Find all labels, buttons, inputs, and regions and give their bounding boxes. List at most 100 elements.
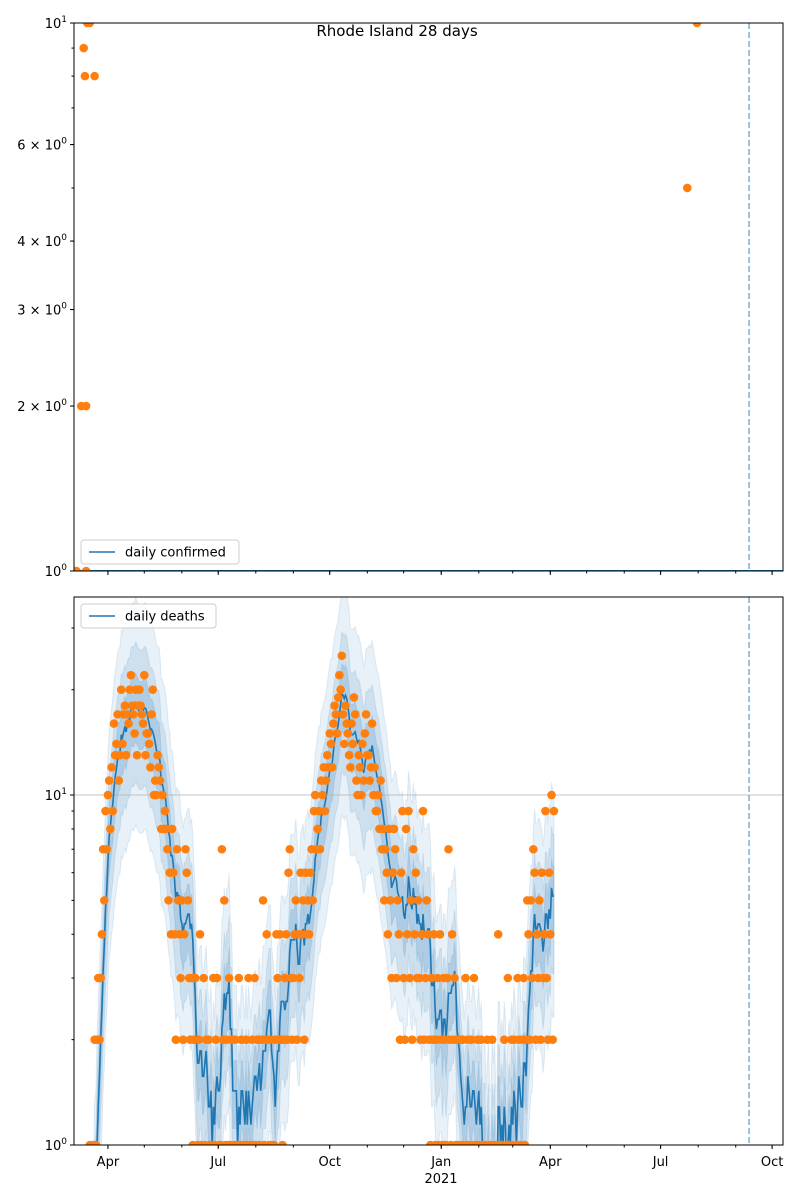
death-point — [167, 824, 177, 834]
y-tick-label: 101 — [45, 787, 67, 804]
death-point — [190, 973, 200, 983]
confirmed-point — [80, 71, 90, 81]
death-point — [284, 868, 293, 877]
death-point — [539, 929, 549, 939]
death-point — [178, 1035, 188, 1044]
death-point — [295, 973, 304, 983]
death-point — [513, 973, 522, 983]
confirmed-point — [81, 401, 91, 411]
death-point — [383, 929, 393, 939]
death-point — [535, 896, 544, 905]
death-point — [499, 1035, 509, 1044]
death-point — [546, 929, 555, 939]
death-point — [461, 973, 470, 983]
death-point — [304, 929, 314, 939]
death-point — [413, 896, 423, 905]
death-point — [337, 651, 347, 661]
death-point — [406, 896, 416, 905]
death-point — [314, 806, 324, 816]
death-point — [250, 973, 259, 983]
death-point — [525, 1035, 534, 1044]
death-point — [99, 896, 109, 905]
death-point — [280, 973, 290, 983]
death-point — [442, 973, 452, 983]
death-point — [172, 844, 182, 854]
death-point — [129, 710, 138, 719]
death-point — [372, 806, 382, 816]
death-point — [360, 729, 370, 738]
x-tick-label: Oct — [761, 1155, 783, 1170]
death-point — [398, 806, 407, 816]
death-point — [116, 685, 126, 694]
death-point — [141, 750, 150, 760]
death-point — [273, 973, 282, 983]
death-point — [493, 929, 503, 939]
death-point — [393, 896, 402, 905]
death-point — [379, 896, 389, 905]
death-point — [135, 685, 144, 694]
death-point — [123, 710, 132, 719]
death-point — [234, 973, 244, 983]
death-point — [415, 973, 424, 983]
death-point — [361, 710, 371, 719]
x-tick-label: Jan — [430, 1155, 451, 1170]
death-point — [333, 693, 343, 702]
death-point — [401, 824, 411, 834]
x-tick-label: Apr — [539, 1155, 562, 1170]
death-point — [407, 1035, 417, 1044]
death-point — [527, 973, 537, 983]
death-point — [417, 929, 427, 939]
death-point — [321, 776, 331, 785]
death-point — [152, 790, 161, 800]
confirmed-point — [79, 43, 88, 53]
plot-area — [74, 597, 783, 1145]
death-point — [411, 868, 421, 877]
death-point — [136, 701, 145, 710]
death-point — [124, 719, 133, 728]
death-point — [224, 973, 234, 983]
confidence-band-0 — [89, 597, 555, 1145]
death-point — [112, 739, 121, 749]
death-point — [487, 1035, 497, 1044]
death-point — [331, 710, 341, 719]
death-point — [344, 750, 354, 760]
deaths-panel: 101 100 Apr Jul Oct Jan Apr Jul Oct daily deaths — [45, 596, 784, 1170]
axes-frame — [73, 22, 784, 572]
death-point — [308, 896, 318, 905]
death-point — [338, 710, 348, 719]
death-point — [355, 763, 365, 772]
y-tick-label: 2 × 100 — [17, 398, 67, 415]
deaths-line — [96, 692, 554, 1145]
death-point — [138, 719, 148, 728]
death-point — [97, 929, 107, 939]
legend-label: daily deaths — [125, 610, 205, 625]
death-point — [358, 739, 367, 749]
death-point — [405, 973, 415, 983]
death-point — [450, 973, 459, 983]
confirmed-point — [74, 566, 81, 571]
death-point — [281, 929, 291, 939]
death-point — [154, 763, 164, 772]
death-point — [364, 750, 373, 760]
death-point — [306, 868, 315, 877]
death-point — [399, 973, 408, 983]
death-point — [542, 973, 551, 983]
x-tick-label: Apr — [97, 1155, 120, 1170]
death-point — [155, 776, 165, 785]
death-point — [182, 868, 192, 877]
death-point — [529, 844, 538, 854]
death-point — [348, 739, 358, 749]
death-point — [325, 729, 335, 738]
death-point — [382, 868, 391, 877]
x-tick-label: Jul — [209, 1155, 226, 1170]
death-point — [378, 824, 388, 834]
confirmed-point — [85, 23, 95, 28]
death-point — [410, 929, 419, 939]
x-tick-label: Oct — [318, 1155, 340, 1170]
death-point — [536, 1035, 545, 1044]
death-point — [147, 710, 156, 719]
death-point — [217, 844, 227, 854]
death-point — [390, 844, 400, 854]
death-point — [365, 776, 375, 785]
death-point — [219, 896, 229, 905]
